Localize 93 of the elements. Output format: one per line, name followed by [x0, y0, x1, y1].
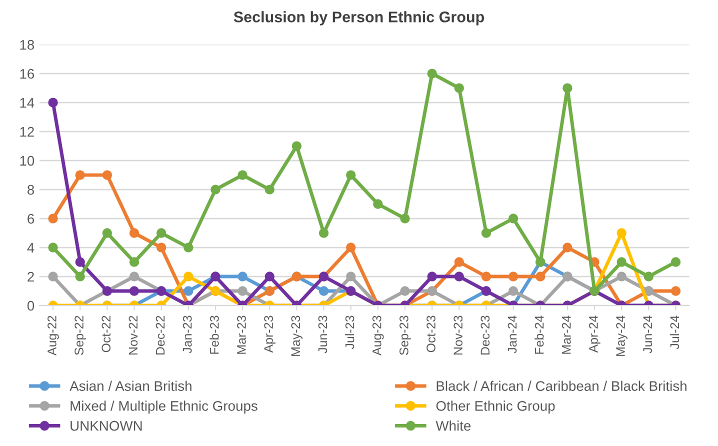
point	[670, 257, 681, 267]
point	[238, 272, 248, 282]
y-tick-label: 16	[20, 68, 34, 79]
y-tick-label: 6	[28, 214, 34, 224]
point	[238, 286, 248, 296]
x-tick-label: Jul-24	[670, 316, 680, 350]
legend-label: White	[436, 420, 471, 431]
x-tick-label: Mar-24	[562, 316, 571, 354]
point	[400, 286, 410, 296]
x-tick-label: Dec-23	[480, 316, 490, 354]
x-tick-label: Aug-23	[372, 316, 384, 356]
point	[508, 286, 518, 296]
x-tick-label: Jan-23	[182, 316, 192, 354]
point	[616, 228, 626, 238]
point	[318, 286, 329, 296]
legend-label: Asian / Asian British	[70, 380, 192, 391]
point	[129, 286, 140, 296]
x-tick-label: Oct-22	[102, 316, 111, 352]
point	[102, 170, 112, 180]
point	[644, 272, 654, 282]
x-tick-label: Jun-24	[643, 316, 652, 354]
point	[454, 272, 464, 282]
point	[75, 257, 85, 267]
point	[318, 228, 329, 238]
y-tick-label: 14	[20, 98, 34, 108]
x-tick-label: Apr-24	[589, 316, 600, 353]
point	[48, 272, 58, 282]
point	[102, 228, 112, 238]
y-tick-label: 4	[27, 243, 34, 253]
point	[210, 184, 220, 194]
point	[346, 242, 356, 252]
point	[562, 83, 572, 93]
point	[48, 214, 58, 224]
legend-label: Mixed / Multiple Ethnic Groups	[70, 400, 258, 414]
point	[264, 272, 274, 282]
legend-label: Other Ethnic Group	[436, 400, 555, 414]
x-tick-label: Nov-22	[128, 316, 138, 354]
point	[373, 199, 383, 209]
legend-label: UNKNOWN	[70, 420, 142, 431]
point	[264, 184, 274, 194]
point	[75, 272, 85, 282]
point	[184, 272, 194, 282]
point	[562, 242, 572, 252]
point	[184, 242, 194, 252]
y-tick-label: 12	[20, 126, 34, 137]
point	[616, 257, 626, 267]
y-tick-label: 8	[28, 184, 34, 195]
x-tick-label: Mar-23	[237, 316, 246, 354]
x-tick-label: Sep-22	[74, 316, 86, 355]
point	[129, 272, 140, 282]
x-tick-label: Oct-23	[426, 316, 436, 352]
y-tick-label: 0	[27, 300, 34, 311]
point	[48, 98, 58, 108]
x-tick-label: Jan-24	[508, 316, 517, 354]
point	[454, 83, 464, 93]
x-tick-label: Aug-22	[48, 316, 59, 356]
point	[481, 228, 492, 238]
point	[238, 170, 248, 180]
point	[427, 68, 437, 78]
point	[508, 272, 518, 282]
point	[184, 286, 194, 296]
point	[75, 170, 85, 180]
point	[346, 170, 356, 180]
point	[48, 242, 58, 252]
x-tick-label: Feb-23	[210, 316, 219, 354]
point	[129, 257, 140, 267]
x-tick-label: Jun-23	[318, 316, 328, 354]
x-tick-label: Dec-22	[156, 316, 165, 354]
x-tick-label: Nov-23	[454, 316, 462, 354]
legend-label: Black / African / Caribbean / Black British	[436, 380, 686, 391]
point	[400, 214, 410, 224]
x-tick-label: Feb-24	[534, 316, 544, 354]
point	[129, 228, 140, 238]
point	[536, 272, 546, 282]
y-tick-label: 18	[20, 40, 34, 50]
y-tick-label: 10	[20, 156, 34, 166]
point	[508, 214, 518, 224]
point	[427, 272, 437, 282]
point	[481, 272, 492, 282]
point	[156, 228, 166, 238]
x-tick-label: Apr-23	[264, 316, 276, 353]
point	[670, 286, 681, 296]
y-tick-label: 2	[28, 272, 34, 282]
point	[346, 272, 356, 282]
x-tick-label: Sep-23	[400, 316, 411, 355]
point	[454, 257, 464, 267]
point	[292, 141, 302, 151]
point	[616, 272, 626, 282]
x-tick-label: May-24	[616, 316, 628, 356]
x-tick-label: Jul-23	[345, 316, 354, 350]
chart-title: Seclusion by Person Ethnic Group	[234, 11, 484, 26]
point	[156, 242, 166, 252]
x-tick-label: May-23	[291, 316, 303, 356]
